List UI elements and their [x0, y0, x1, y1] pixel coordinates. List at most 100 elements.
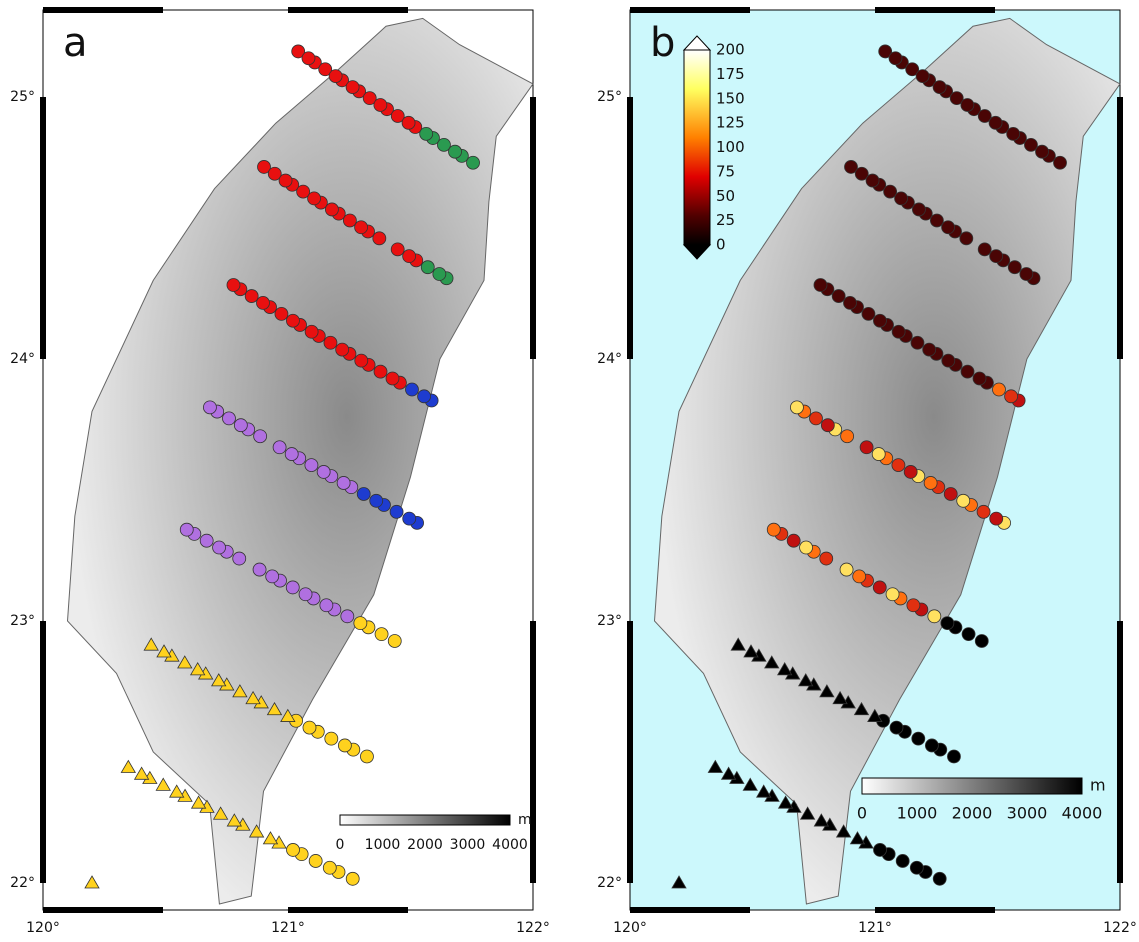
- station: [317, 465, 330, 478]
- station: [1007, 127, 1020, 140]
- station: [872, 448, 885, 461]
- station: [809, 412, 822, 425]
- station: [933, 81, 946, 94]
- station: [346, 872, 359, 885]
- station: [402, 116, 415, 129]
- station: [403, 250, 416, 263]
- station: [203, 401, 216, 414]
- station: [433, 268, 446, 281]
- station: [346, 81, 359, 94]
- station: [961, 365, 974, 378]
- station: [911, 336, 924, 349]
- scale-tick-label: 3000: [1007, 804, 1048, 823]
- station: [942, 221, 955, 234]
- station: [329, 70, 342, 83]
- station: [892, 325, 905, 338]
- longitude-label: 120°: [26, 920, 60, 936]
- station: [343, 214, 356, 227]
- station: [355, 354, 368, 367]
- station: [978, 243, 991, 256]
- station: [942, 354, 955, 367]
- station: [337, 476, 350, 489]
- station: [941, 617, 954, 630]
- station: [990, 512, 1003, 525]
- station: [273, 441, 286, 454]
- station: [325, 732, 338, 745]
- station: [960, 232, 973, 245]
- latitude-label: 24°: [597, 351, 622, 367]
- station: [388, 634, 401, 647]
- station: [814, 279, 827, 292]
- figure: 25°24°23°22°120°121°122°a010002000300040…: [0, 0, 1139, 942]
- station: [957, 494, 970, 507]
- station: [324, 336, 337, 349]
- station: [1054, 156, 1067, 169]
- station: [374, 365, 387, 378]
- station: [820, 552, 833, 565]
- station: [390, 505, 403, 518]
- station: [925, 739, 938, 752]
- station: [890, 721, 903, 734]
- latitude-label: 25°: [10, 89, 35, 105]
- station: [840, 563, 853, 576]
- scale-bar: [862, 778, 1082, 794]
- station: [873, 314, 886, 327]
- panel-label: b: [650, 20, 675, 66]
- scale-tick-label: 2000: [952, 804, 993, 823]
- station: [975, 634, 988, 647]
- station: [853, 570, 866, 583]
- station: [254, 430, 267, 443]
- station: [886, 588, 899, 601]
- scale-tick-label: 4000: [1062, 804, 1103, 823]
- station: [860, 441, 873, 454]
- station: [373, 232, 386, 245]
- station: [1005, 390, 1018, 403]
- station: [213, 541, 226, 554]
- station: [895, 192, 908, 205]
- scale-tick-label: 4000: [492, 837, 528, 853]
- colorbar-tick-label: 50: [716, 187, 735, 205]
- longitude-label: 121°: [858, 920, 892, 936]
- station: [916, 70, 929, 83]
- station: [285, 448, 298, 461]
- longitude-label: 122°: [1103, 920, 1137, 936]
- station: [910, 861, 923, 874]
- station: [355, 221, 368, 234]
- station: [896, 854, 909, 867]
- station: [962, 628, 975, 641]
- station: [912, 732, 925, 745]
- station: [841, 430, 854, 443]
- station: [892, 459, 905, 472]
- station: [200, 534, 213, 547]
- station: [253, 563, 266, 576]
- latitude-label: 23°: [10, 613, 35, 629]
- station: [977, 505, 990, 518]
- station: [309, 854, 322, 867]
- scale-tick-label: 0: [857, 804, 867, 823]
- station: [862, 307, 875, 320]
- longitude-label: 121°: [271, 920, 305, 936]
- scale-unit: m: [1090, 776, 1106, 795]
- station: [874, 843, 887, 856]
- station: [790, 401, 803, 414]
- station: [930, 214, 943, 227]
- station: [286, 314, 299, 327]
- station: [266, 570, 279, 583]
- scale-unit: m: [518, 812, 532, 828]
- station: [923, 343, 936, 356]
- station: [420, 127, 433, 140]
- station: [912, 203, 925, 216]
- station: [449, 145, 462, 158]
- station: [338, 739, 351, 752]
- station: [1020, 268, 1033, 281]
- latitude-label: 22°: [597, 875, 622, 891]
- colorbar-tick-label: 200: [716, 41, 745, 59]
- station: [467, 156, 480, 169]
- station: [800, 541, 813, 554]
- station: [961, 98, 974, 111]
- station: [233, 552, 246, 565]
- station: [933, 872, 946, 885]
- station: [904, 465, 917, 478]
- station: [227, 279, 240, 292]
- scale-bar: [340, 815, 510, 825]
